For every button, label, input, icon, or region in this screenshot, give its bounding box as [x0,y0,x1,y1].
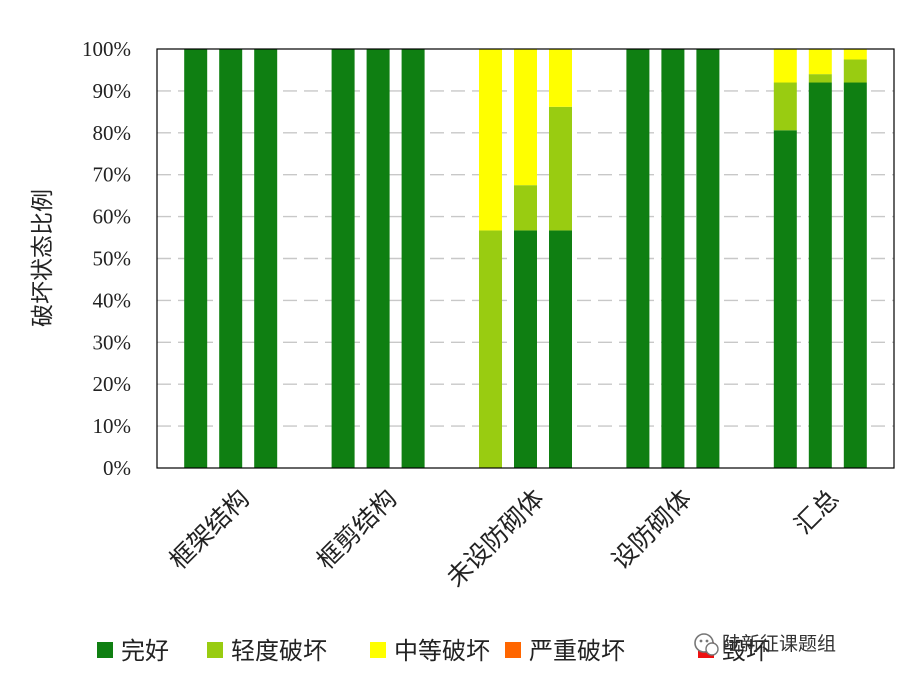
y-tick-label: 90% [93,79,132,103]
bar-segment-中等破坏 [808,49,832,75]
bar-segment-完好 [254,49,278,468]
bar-segment-完好 [808,82,832,469]
watermark-text: 陆新征课题组 [722,633,836,655]
bar-segment-中等破坏 [773,49,797,83]
bar-segment-中等破坏 [514,49,537,186]
legend-label: 中等破坏 [394,637,490,665]
category-label: 未设防砌体 [441,484,550,593]
bar-segment-中等破坏 [843,49,867,60]
y-tick-labels: 0% 10% 20% 30% 40% 50% 60% 70% 80% 90% 100% [82,37,131,480]
wechat-icon [694,633,719,656]
plot-frame [156,48,895,469]
y-tick-label: 20% [93,372,132,396]
y-tick-label: 10% [93,414,132,438]
y-axis-label: 破坏状态比例 [30,189,56,327]
bar-segment-完好 [401,49,425,468]
y-tick-label: 40% [93,288,132,312]
bar-segment-轻度破坏 [843,59,867,83]
bar-segment-轻度破坏 [549,106,572,231]
bar-segment-完好 [331,49,355,468]
watermark: 陆新征课题组 [694,633,836,656]
bar-segment-完好 [366,49,390,468]
legend-swatch [505,642,521,658]
x-category-labels: 框架结构 框剪结构 未设防砌体 设防砌体 汇总 [164,484,845,593]
legend-label: 毁坏 [722,637,770,665]
bar-segment-完好 [661,49,685,468]
bar-segment-完好 [219,49,243,468]
y-tick-label: 70% [93,163,132,187]
bar-segment-完好 [773,130,797,468]
category-label: 框剪结构 [311,484,402,575]
bar-segment-轻度破坏 [773,82,797,131]
bar-segment-轻度破坏 [808,74,832,83]
bar-segment-完好 [549,230,572,468]
bar-segment-完好 [514,230,537,468]
bar-segment-中等破坏 [479,49,502,231]
bar-segment-完好 [626,49,650,468]
bar-segment-中等破坏 [549,49,572,107]
legend-swatch [370,642,386,658]
category-label: 框架结构 [164,484,255,575]
bar-segment-完好 [696,49,720,468]
category-label: 汇总 [789,484,845,540]
legend: 完好 轻度破坏 中等破坏 严重破坏 毁坏 [97,637,770,665]
category-label: 设防砌体 [606,484,697,575]
y-tick-label: 50% [93,247,132,271]
legend-label: 完好 [121,637,169,665]
y-tick-label: 80% [93,121,132,145]
bar-segment-轻度破坏 [479,230,502,468]
legend-label: 严重破坏 [529,637,625,665]
y-tick-label: 60% [93,205,132,229]
bar-segment-完好 [184,49,208,468]
legend-label: 轻度破坏 [231,637,327,665]
legend-swatch [97,642,113,658]
y-tick-label: 0% [103,456,131,480]
bar-segment-完好 [843,82,867,469]
y-tick-label: 100% [82,37,131,61]
legend-swatch [207,642,223,658]
bar-segment-轻度破坏 [514,185,537,231]
bars [184,49,867,469]
y-tick-label: 30% [93,330,132,354]
